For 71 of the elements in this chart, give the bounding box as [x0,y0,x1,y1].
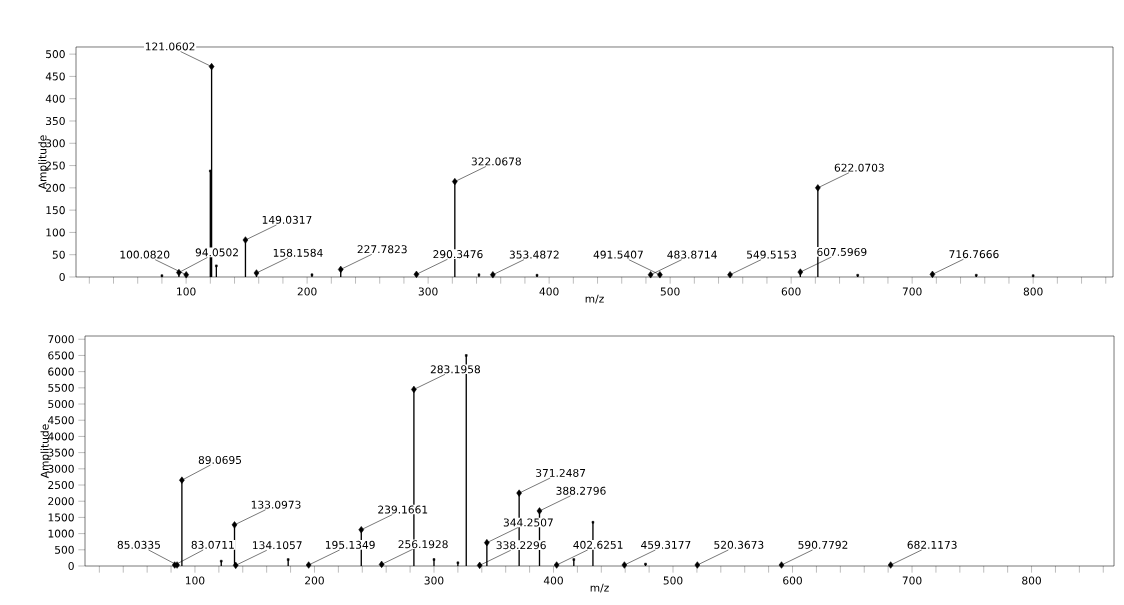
y-tick-label: 6000 [48,367,74,376]
annotation: 134.1057 [253,541,302,550]
annotation: 83.0711 [191,540,234,549]
annotation: 483.8714 [667,250,717,259]
annotation: 158.1584 [273,248,323,257]
annotation: 353.4872 [509,250,559,259]
annotation: 121.0602 [145,42,195,51]
annotation: 133.0973 [251,500,301,509]
annotation: 239.1661 [378,505,428,514]
x-tick-label: 300 [424,576,444,585]
x-axis-title: m/z [590,583,609,593]
annotation: 549.5153 [747,250,797,259]
y-tick-label: 100 [46,228,65,237]
x-tick-label: 600 [781,287,801,296]
y-tick-label: 2000 [48,497,74,506]
annotation: 590.7792 [798,540,848,549]
y-tick-label: 5000 [48,400,74,409]
y-tick-label: 1500 [48,513,74,522]
annotation: 227.7823 [357,245,407,254]
annotation: 491.5407 [593,250,643,259]
x-tick-label: 700 [902,576,922,585]
annotation: 89.0695 [198,455,242,464]
annotation: 344.2507 [503,518,553,527]
y-tick-label: 1000 [48,529,74,538]
x-tick-label: 200 [297,287,317,296]
y-tick-label: 500 [55,545,74,554]
annotation: 94.0502 [195,248,238,257]
x-tick-label: 400 [539,287,559,296]
y-tick-label: 350 [46,116,65,125]
y-tick-label: 5500 [48,383,74,392]
x-tick-label: 100 [177,287,196,296]
annotation: 290.3476 [433,250,483,259]
x-tick-label: 400 [543,576,563,585]
annotation: 682.1173 [907,540,957,549]
x-tick-label: 100 [185,576,205,585]
annotation: 85.0335 [117,540,160,549]
annotation: 520.3673 [714,540,764,549]
y-tick-label: 150 [46,206,65,215]
y-tick-label: 500 [46,50,65,59]
annotation: 371.2487 [536,468,586,477]
annotation: 322.0678 [471,157,521,166]
x-tick-label: 700 [902,287,922,296]
annotation: 622.0703 [834,163,884,172]
annotation: 100.0820 [120,250,170,259]
annotation: 149.0317 [262,215,312,224]
x-tick-label: 600 [783,576,802,585]
x-tick-label: 200 [305,576,324,585]
x-tick-label: 500 [663,576,683,585]
annotation: 716.7666 [949,250,999,259]
annotation: 256.1928 [398,540,448,549]
y-tick-label: 7000 [48,335,74,344]
annotation: 283.1958 [430,365,481,374]
x-tick-label: 800 [1022,576,1041,585]
y-tick-label: 400 [45,94,65,103]
y-tick-label: 450 [45,72,65,81]
annotation: 459.3177 [641,540,691,549]
x-tick-label: 500 [660,287,680,296]
y-tick-label: 0 [68,561,74,571]
annotation: 388.2796 [556,486,606,495]
x-axis-title: m/z [585,294,604,304]
annotation: 195.1349 [325,540,375,549]
annotation: 402.6251 [573,540,623,549]
y-tick-label: 50 [52,250,65,259]
y-tick-label: 4500 [48,416,74,425]
y-tick-label: 2500 [48,480,74,490]
x-tick-label: 800 [1023,287,1043,296]
x-tick-label: 300 [418,287,438,296]
annotation: 338.2296 [496,541,546,550]
y-tick-label: 0 [59,272,65,282]
y-tick-label: 6500 [48,351,74,360]
annotation: 607.5969 [817,247,867,256]
